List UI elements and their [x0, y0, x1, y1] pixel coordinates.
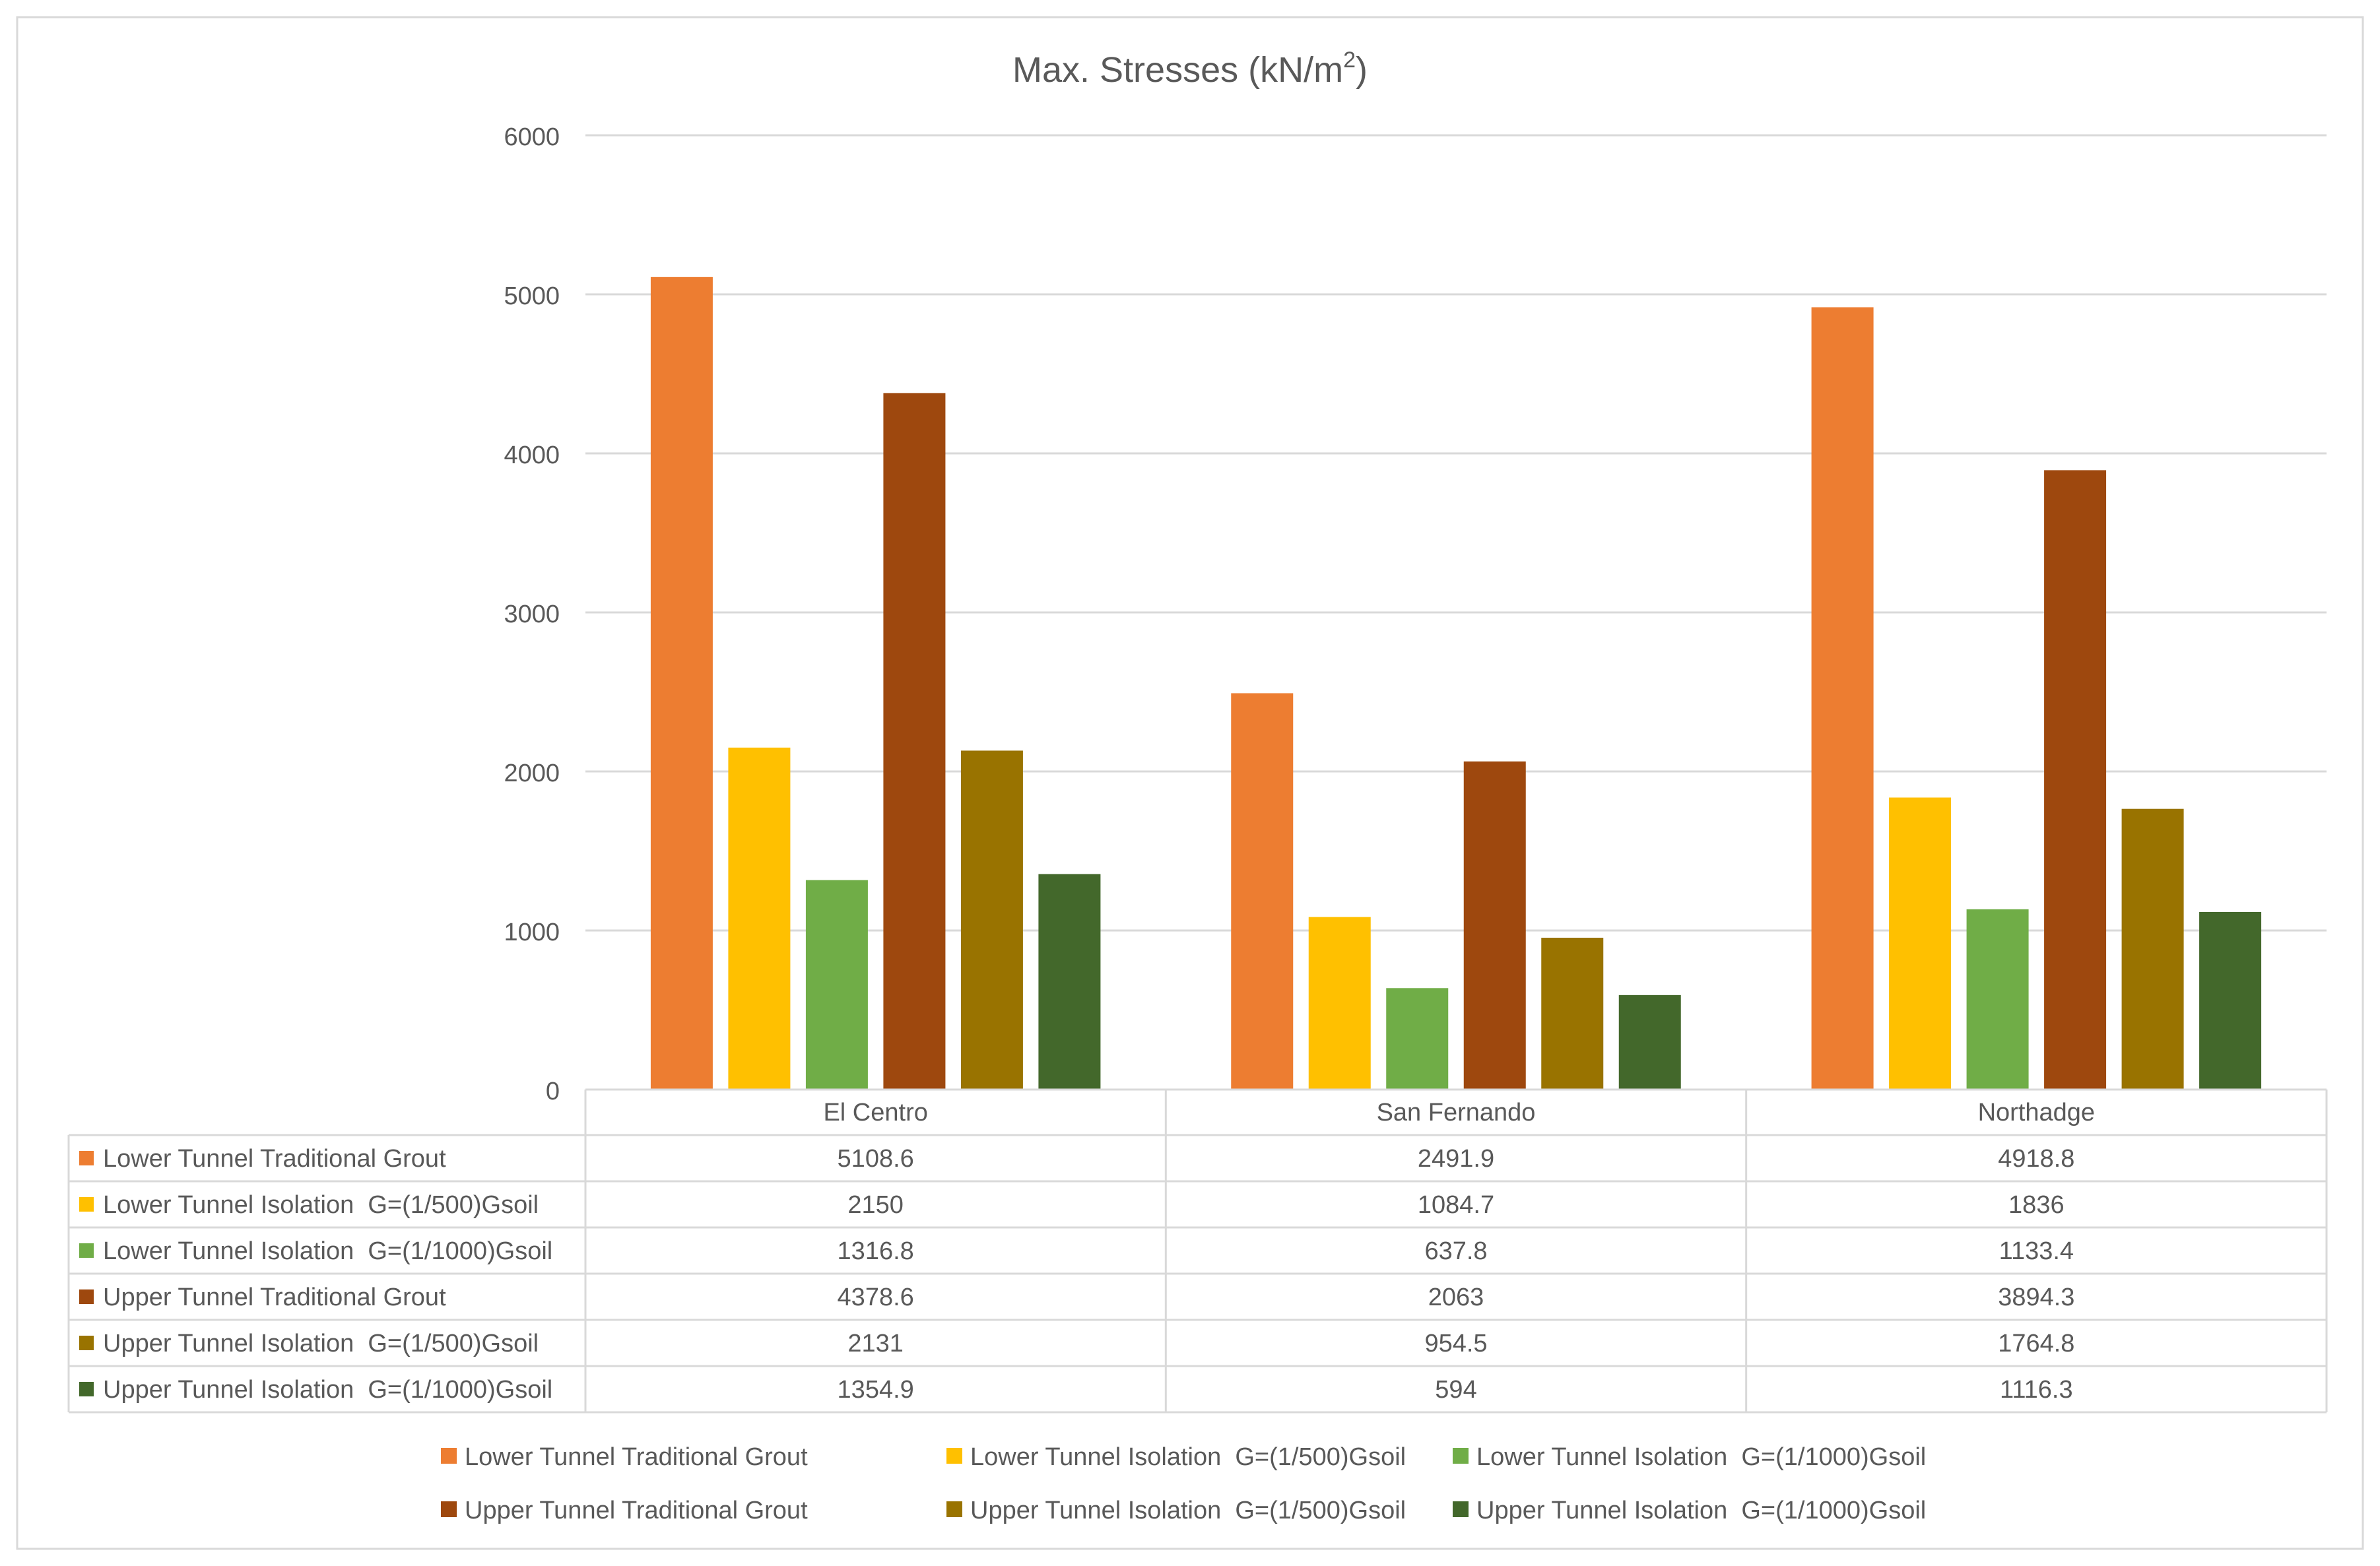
category-label: San Fernando: [1377, 1099, 1536, 1126]
table-cell: 4918.8: [1998, 1145, 2074, 1173]
y-tick-label: 0: [546, 1078, 560, 1105]
legend-label: Lower Tunnel Isolation G=(1/500)Gsoil: [970, 1443, 1406, 1471]
y-tick-label: 6000: [504, 123, 560, 151]
table-legend-key: [79, 1243, 94, 1258]
bar: [2121, 808, 2184, 1090]
table-cell: 2150: [847, 1191, 904, 1219]
category-label: El Centro: [823, 1099, 927, 1126]
legend-key: [1453, 1501, 1469, 1517]
table-series-name: Upper Tunnel Traditional Grout: [103, 1284, 446, 1311]
legend-label: Upper Tunnel Traditional Grout: [465, 1497, 808, 1524]
table-series-name: Upper Tunnel Isolation G=(1/500)Gsoil: [103, 1330, 539, 1357]
bar: [1889, 797, 1952, 1090]
bar: [1811, 307, 1874, 1090]
table-cell: 1316.8: [838, 1237, 914, 1265]
table-cell: 1133.4: [1999, 1237, 2074, 1265]
y-tick-label: 4000: [504, 441, 560, 469]
table-series-name: Lower Tunnel Isolation G=(1/500)Gsoil: [103, 1191, 539, 1219]
y-tick-label: 5000: [504, 282, 560, 310]
table-cell: 2491.9: [1418, 1145, 1494, 1173]
bar: [883, 393, 946, 1090]
legend: Lower Tunnel Traditional Grout Lower Tunn…: [441, 1443, 1926, 1524]
chart-title-end: ): [1356, 50, 1368, 90]
legend-key: [441, 1501, 457, 1517]
table-cell: 4378.6: [838, 1284, 914, 1311]
table-cell: 1116.3: [2000, 1376, 2073, 1404]
legend-key: [946, 1448, 962, 1464]
bar: [2199, 911, 2262, 1090]
gridlines: [585, 134, 2327, 932]
chart-frame: [16, 16, 2364, 1550]
table-cell: 1084.7: [1418, 1191, 1494, 1219]
bar: [960, 750, 1023, 1090]
table-cell: 594: [1435, 1376, 1476, 1404]
table-cell: 5108.6: [838, 1145, 914, 1173]
table-legend-key: [79, 1382, 94, 1396]
table-cell: 2063: [1428, 1284, 1484, 1311]
chart-title-text: Max. Stresses (kN/m: [1012, 50, 1343, 90]
data-table: El Centro San Fernando Northadge Lower Tunn…: [67, 1088, 2328, 1414]
bar: [1966, 909, 2029, 1090]
y-tick-label: 3000: [504, 601, 560, 628]
bar: [1038, 874, 1101, 1090]
table-cell: 637.8: [1424, 1237, 1487, 1265]
bar: [1308, 917, 1371, 1090]
table-series-name: Upper Tunnel Isolation G=(1/1000)Gsoil: [103, 1376, 552, 1404]
table-cell: 1764.8: [1998, 1330, 2074, 1357]
table-series-name: Lower Tunnel Isolation G=(1/1000)Gsoil: [103, 1237, 552, 1265]
bar: [805, 880, 868, 1090]
table-cell: 1354.9: [838, 1376, 914, 1404]
bar: [2044, 470, 2107, 1090]
legend-label: Upper Tunnel Isolation G=(1/500)Gsoil: [970, 1497, 1406, 1524]
y-tick-label: 1000: [504, 919, 560, 946]
legend-key: [946, 1501, 962, 1517]
bar: [650, 277, 713, 1090]
chart-title: Max. Stresses (kN/m2): [1012, 48, 1368, 90]
table-cell: 954.5: [1424, 1330, 1487, 1357]
bar: [1386, 988, 1449, 1090]
table-series-name: Lower Tunnel Traditional Grout: [103, 1145, 446, 1173]
table-cell: 1836: [2008, 1191, 2065, 1219]
legend-label: Lower Tunnel Traditional Grout: [465, 1443, 808, 1471]
table-legend-key: [79, 1336, 94, 1350]
bar: [1541, 937, 1604, 1090]
chart-title-superscript: 2: [1343, 48, 1356, 73]
table-cell: 2131: [847, 1330, 904, 1357]
table-legend-key: [79, 1289, 94, 1304]
bars: [650, 277, 2262, 1090]
bar: [1231, 693, 1294, 1090]
legend-key: [441, 1448, 457, 1464]
legend-key: [1453, 1448, 1469, 1464]
bar: [1463, 761, 1526, 1090]
y-axis: 0 1000 2000 3000 4000 5000 6000: [504, 123, 560, 1105]
category-label: Northadge: [1978, 1099, 2095, 1126]
table-cell: 3894.3: [1998, 1284, 2074, 1311]
bar: [728, 747, 791, 1090]
bar: [1618, 995, 1681, 1090]
table-legend-key: [79, 1197, 94, 1212]
y-tick-label: 2000: [504, 760, 560, 787]
legend-label: Lower Tunnel Isolation G=(1/1000)Gsoil: [1476, 1443, 1926, 1471]
legend-label: Upper Tunnel Isolation G=(1/1000)Gsoil: [1476, 1497, 1926, 1524]
table-legend-key: [79, 1151, 94, 1165]
